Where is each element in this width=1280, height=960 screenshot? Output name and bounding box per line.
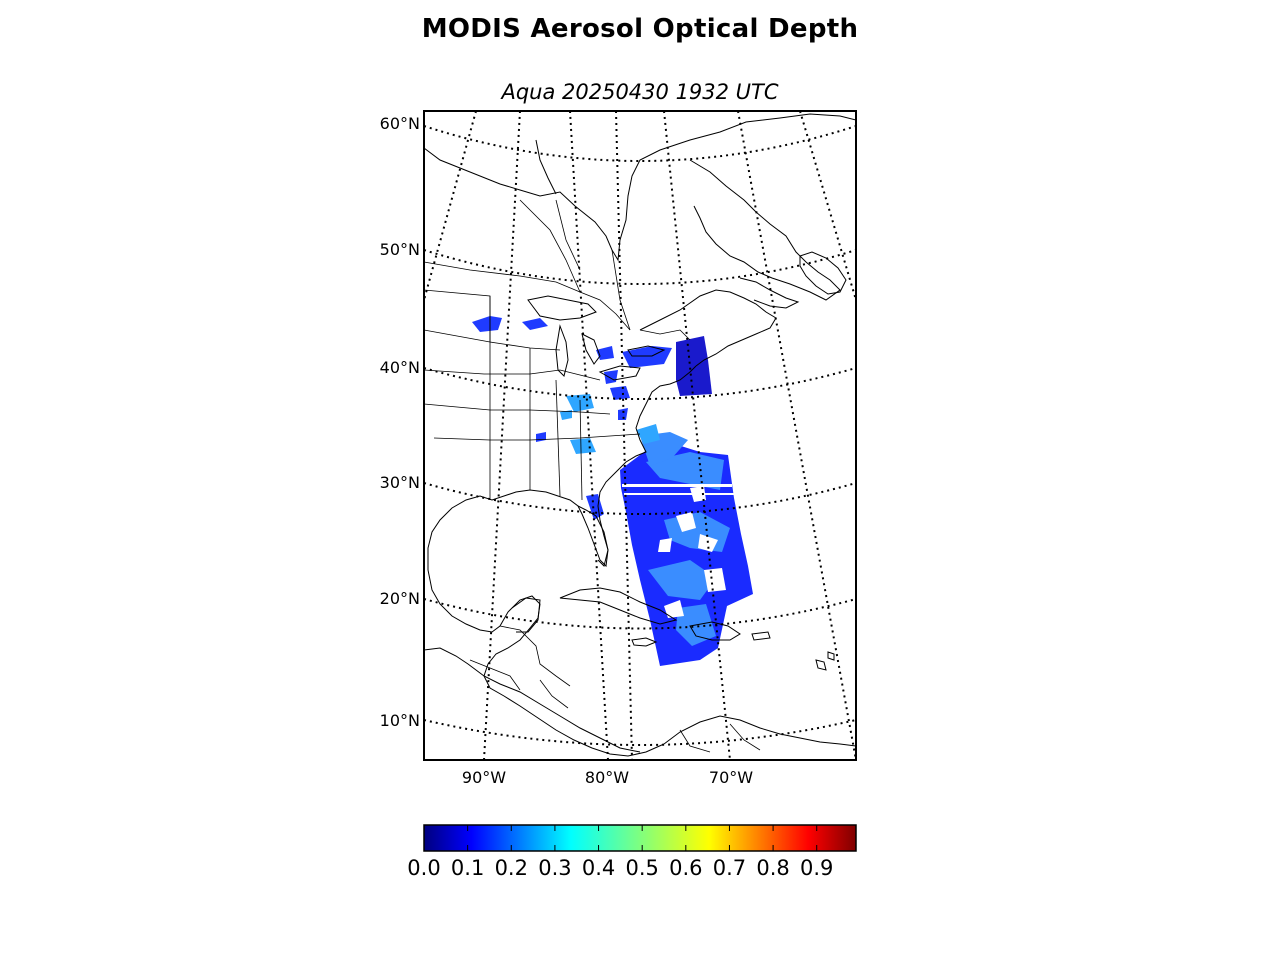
colorbar-label: 0.8 (756, 856, 790, 880)
political-borders (424, 199, 761, 753)
aod-swath-northeast (676, 336, 712, 396)
parallel-40 (424, 367, 856, 400)
graticule (424, 111, 856, 760)
aod-swath (472, 316, 753, 666)
colorbar-ticks (423, 825, 818, 851)
parallel-50 (424, 249, 856, 285)
colorbar-label: 0.0 (407, 856, 441, 880)
colorbar-label: 0.7 (712, 856, 747, 880)
parallel-30 (424, 482, 856, 515)
lat-label-20: 20°N (379, 589, 420, 608)
colorbar-label: 0.9 (800, 856, 834, 880)
map-frame (423, 110, 857, 761)
lat-label-50: 50°N (379, 240, 420, 259)
colorbar-label: 0.6 (669, 856, 703, 880)
colorbar-label: 0.1 (450, 856, 485, 880)
parallel-60 (424, 125, 856, 162)
meridian-70 (615, 111, 633, 760)
lon-label-70w: 70°W (708, 768, 754, 787)
map-area (424, 111, 856, 760)
colorbar-label: 0.3 (538, 856, 572, 880)
chart-title: MODIS Aerosol Optical Depth (421, 14, 859, 44)
meridian-50 (737, 111, 856, 760)
colorbar (423, 824, 857, 852)
colorbar-label: 0.4 (581, 856, 616, 880)
lat-label-30: 30°N (379, 473, 420, 492)
colorbar-label: 0.5 (625, 856, 659, 880)
lat-label-10: 10°N (379, 711, 420, 730)
meridian-90 (483, 111, 521, 760)
parallel-20 (424, 598, 856, 630)
lon-label-80w: 80°W (584, 768, 630, 787)
meridian-60 (663, 111, 731, 760)
chart-subtitle: Aqua 20250430 1932 UTC (501, 80, 779, 104)
lon-label-90w: 90°W (461, 768, 507, 787)
coastlines (424, 113, 856, 757)
meridian-80 (569, 111, 609, 760)
meridian-100 (424, 111, 477, 301)
lat-label-40: 40°N (379, 358, 420, 377)
colorbar-label: 0.2 (494, 856, 528, 880)
aod-swath-ocean (620, 440, 753, 666)
aod-cloud-gaps (622, 484, 734, 618)
parallel-10 (424, 719, 856, 746)
lat-label-60: 60°N (379, 114, 420, 133)
